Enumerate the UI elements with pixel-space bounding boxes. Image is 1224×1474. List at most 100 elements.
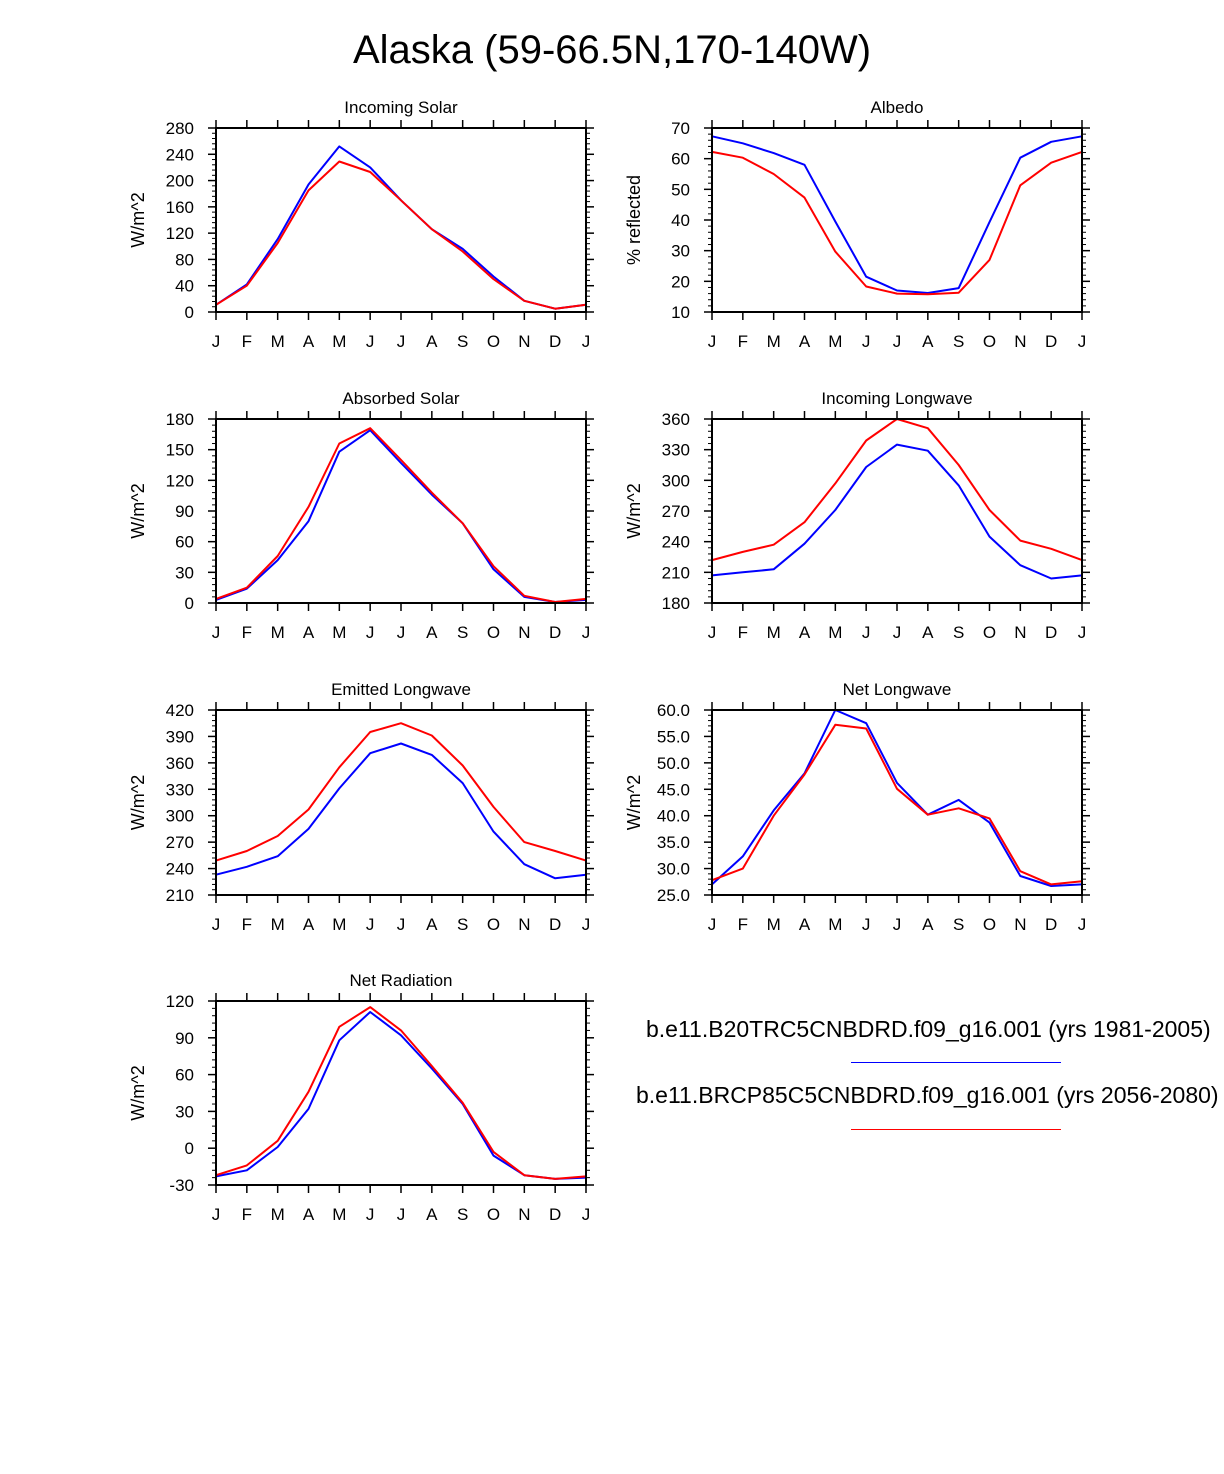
emitted-longwave-x-tick-label: A (303, 915, 315, 934)
albedo-x-tick-label: J (893, 332, 902, 351)
emitted-longwave-x-tick-label: J (582, 915, 591, 934)
albedo-series-control-line (711, 135, 1083, 294)
net-radiation-x-tick-label: D (549, 1205, 561, 1224)
incoming-longwave-y-tick-label: 330 (662, 441, 690, 460)
legend-label-control: b.e11.B20TRC5CNBDRD.f09_g16.001 (yrs 198… (646, 1016, 1211, 1042)
incoming-solar-y-tick-label: 160 (166, 198, 194, 217)
emitted-longwave-x-tick-label: J (212, 915, 221, 934)
net-radiation-x-tick-label: J (366, 1205, 375, 1224)
net-longwave-y-tick-label: 60.0 (657, 701, 690, 720)
figure-title: Alaska (59-66.5N,170-140W) (352, 28, 872, 72)
net-radiation-x-tick-label: O (487, 1205, 500, 1224)
absorbed-solar-y-tick-label: 180 (166, 410, 194, 429)
incoming-longwave-x-tick-label: J (1078, 623, 1087, 642)
incoming-solar-y-tick-label: 80 (175, 250, 194, 269)
incoming-longwave-plot-frame (711, 418, 1083, 604)
albedo-x-tick-label: S (953, 332, 964, 351)
incoming-longwave-title: Incoming Longwave (821, 389, 972, 408)
net-longwave-y-tick-label: 50.0 (657, 754, 690, 773)
emitted-longwave-y-tick-label: 420 (166, 701, 194, 720)
absorbed-solar-x-tick-label: O (487, 623, 500, 642)
absorbed-solar-x-tick-label: J (397, 623, 406, 642)
incoming-longwave-x-tick-label: M (828, 623, 842, 642)
emitted-longwave-x-tick-label: J (397, 915, 406, 934)
emitted-longwave-x-tick-label: M (271, 915, 285, 934)
incoming-longwave-x-tick-label: O (983, 623, 996, 642)
net-longwave-x-tick-label: N (1014, 915, 1026, 934)
net-radiation-plot-frame (215, 1000, 587, 1186)
incoming-longwave-x-tick-label: N (1014, 623, 1026, 642)
net-longwave-y-axis-label: W/m^2 (624, 775, 644, 830)
absorbed-solar-y-tick-label: 120 (166, 471, 194, 490)
absorbed-solar-y-tick-label: 60 (175, 533, 194, 552)
net-longwave-y-tick-label: 45.0 (657, 780, 690, 799)
net-longwave-title: Net Longwave (843, 680, 952, 699)
incoming-solar-y-tick-label: 0 (185, 303, 194, 322)
albedo-x-tick-label: M (828, 332, 842, 351)
incoming-longwave-x-tick-label: J (708, 623, 717, 642)
incoming-solar-title: Incoming Solar (344, 98, 458, 117)
incoming-solar-y-axis-label: W/m^2 (128, 192, 148, 247)
absorbed-solar-x-tick-label: N (518, 623, 530, 642)
incoming-solar-x-tick-label: J (397, 332, 406, 351)
absorbed-solar-x-tick-label: S (457, 623, 468, 642)
incoming-solar-x-tick-label: J (366, 332, 375, 351)
incoming-longwave-y-tick-label: 240 (662, 533, 690, 552)
net-radiation-x-tick-label: M (332, 1205, 346, 1224)
absorbed-solar-x-tick-label: M (271, 623, 285, 642)
albedo-y-tick-label: 50 (671, 180, 690, 199)
albedo-y-tick-label: 20 (671, 272, 690, 291)
absorbed-solar-plot-frame (215, 418, 587, 604)
net-longwave-plot-frame (711, 709, 1083, 896)
net-radiation-series-control-line (215, 1011, 587, 1180)
absorbed-solar-x-tick-label: J (212, 623, 221, 642)
albedo-y-axis-label: % reflected (624, 175, 644, 265)
net-radiation-y-axis-label: W/m^2 (128, 1065, 148, 1120)
absorbed-solar-y-axis-label: W/m^2 (128, 483, 148, 538)
albedo-x-tick-label: A (922, 332, 934, 351)
albedo-x-tick-label: J (708, 332, 717, 351)
net-radiation-x-tick-label: M (271, 1205, 285, 1224)
net-radiation-y-tick-label: 120 (166, 992, 194, 1011)
net-longwave-x-tick-label: O (983, 915, 996, 934)
incoming-solar-x-tick-label: J (212, 332, 221, 351)
net-radiation-title: Net Radiation (349, 971, 452, 990)
emitted-longwave-y-tick-label: 360 (166, 754, 194, 773)
incoming-solar-x-tick-label: J (582, 332, 591, 351)
incoming-longwave-y-tick-label: 300 (662, 471, 690, 490)
incoming-solar-x-tick-label: N (518, 332, 530, 351)
absorbed-solar-y-tick-label: 0 (185, 594, 194, 613)
absorbed-solar-x-tick-label: F (242, 623, 252, 642)
albedo-series-future-line (711, 150, 1083, 296)
net-longwave-x-tick-label: A (922, 915, 934, 934)
emitted-longwave-x-tick-label: J (366, 915, 375, 934)
albedo-x-tick-label: M (767, 332, 781, 351)
incoming-longwave-y-tick-label: 270 (662, 502, 690, 521)
absorbed-solar-y-tick-label: 90 (175, 502, 194, 521)
absorbed-solar-y-tick-label: 30 (175, 563, 194, 582)
emitted-longwave-y-tick-label: 270 (166, 833, 194, 852)
incoming-longwave-x-tick-label: F (738, 623, 748, 642)
net-longwave-y-tick-label: 40.0 (657, 807, 690, 826)
emitted-longwave-y-tick-label: 330 (166, 780, 194, 799)
absorbed-solar-x-tick-label: J (366, 623, 375, 642)
net-longwave-x-tick-label: M (767, 915, 781, 934)
net-radiation-x-tick-label: A (303, 1205, 315, 1224)
emitted-longwave-x-tick-label: M (332, 915, 346, 934)
absorbed-solar-title: Absorbed Solar (342, 389, 460, 408)
emitted-longwave-x-tick-label: N (518, 915, 530, 934)
incoming-solar-x-tick-label: S (457, 332, 468, 351)
emitted-longwave-y-tick-label: 210 (166, 886, 194, 905)
net-longwave-y-tick-label: 30.0 (657, 860, 690, 879)
absorbed-solar-x-tick-label: M (332, 623, 346, 642)
net-longwave-series-control-line (711, 709, 1083, 887)
incoming-solar-x-tick-label: O (487, 332, 500, 351)
albedo-y-tick-label: 10 (671, 303, 690, 322)
albedo-title: Albedo (871, 98, 924, 117)
absorbed-solar-x-tick-label: A (426, 623, 438, 642)
net-radiation-series-future-line (215, 1006, 587, 1180)
albedo-x-tick-label: J (1078, 332, 1087, 351)
